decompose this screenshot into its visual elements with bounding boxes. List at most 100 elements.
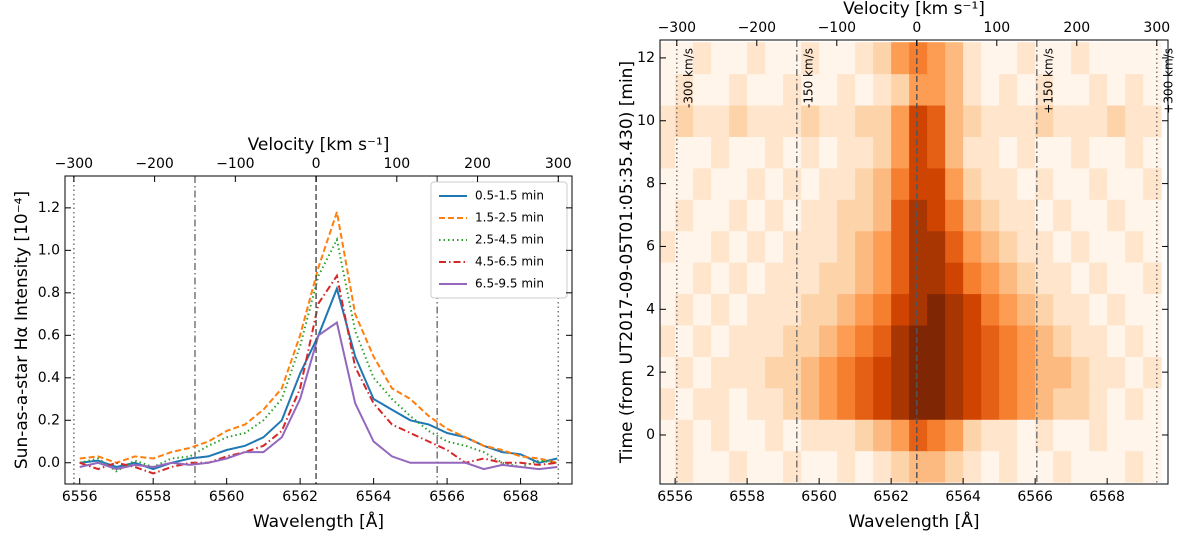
x-tick-label: 6564 [945,489,981,505]
x-tick-label: 6560 [801,489,837,505]
heat-cell [783,262,802,295]
heat-cell [1017,419,1036,452]
heat-cell [1053,136,1072,169]
x2-tick-label: 300 [1143,20,1170,36]
heat-cell [747,230,766,263]
heat-cell [1017,230,1036,263]
heat-cell [891,105,910,137]
heat-cell [873,387,892,420]
y-tick-label: 0 [646,427,655,443]
heat-cell [999,136,1018,169]
axes-frame [659,39,1169,485]
heat-cell [945,450,964,483]
heat-cell [660,387,676,420]
heat-cell [1053,356,1072,389]
heat-cell [999,230,1018,263]
heat-cell [1053,199,1072,232]
y-axis-label: Time (from UT2017-09-05T01:05:35.430) [m… [617,61,637,464]
x2-tick-label: 300 [545,156,572,172]
x2-tick-label: −100 [818,20,856,36]
heat-cell [783,42,802,75]
heat-cell [1089,230,1108,263]
heat-cell [765,42,784,75]
heat-cell [981,105,1000,137]
heat-cell [1035,262,1054,295]
x-tick-label: 6558 [729,489,765,505]
heat-cell [729,105,748,137]
heat-cell [729,293,748,326]
y-tick-label: 0.4 [38,370,60,386]
heat-cell [1107,73,1126,106]
heat-cell [945,230,964,263]
heat-cell [1071,356,1090,389]
heat-cell [1017,42,1036,75]
heat-cell [660,450,676,483]
series-line [79,320,558,471]
heat-cell [1071,450,1090,483]
heat-cell [855,356,874,389]
heat-cell [1143,419,1162,452]
heat-cell [801,450,820,483]
series-line [79,273,558,475]
heat-cell [1071,387,1090,420]
heat-cell [855,42,874,75]
heat-cell [981,136,1000,169]
heat-cell [999,199,1018,232]
heat-cell [1017,293,1036,326]
x2-tick-label: 200 [1063,20,1090,36]
heat-cell [873,167,892,200]
heat-cell [765,105,784,137]
heat-cell [1053,419,1072,452]
heat-cell [711,356,730,389]
heat-cell [927,73,946,106]
heat-cell [873,356,892,389]
heat-cell [981,42,1000,75]
heat-cell [675,199,694,232]
heat-cell [675,387,694,420]
heat-cell [1125,293,1144,326]
y-tick-label: 0.6 [38,327,60,343]
series-line [79,211,558,464]
heat-cell [747,167,766,200]
heat-cell [801,293,820,326]
heat-cell [1089,105,1108,137]
heat-cell [711,105,730,137]
heat-cell [855,136,874,169]
heat-cell [1035,167,1054,200]
heat-cell [675,293,694,326]
heat-cell [1035,293,1054,326]
heat-cell [1017,356,1036,389]
y-tick-label: 10 [637,113,655,129]
heat-cell [693,387,712,420]
heat-cell [675,450,694,483]
heat-cell [801,73,820,106]
heat-cell [693,293,712,326]
heat-cell [891,262,910,295]
heat-cell [999,356,1018,389]
legend-box [430,181,568,299]
heat-cell [1107,230,1126,263]
heat-cell [855,387,874,420]
heat-cell [693,73,712,106]
x2-tick-label: −200 [738,20,776,36]
heat-cell [1143,325,1162,357]
heat-cell [1107,419,1126,452]
heat-cell [909,42,928,75]
heat-cell [819,73,838,106]
heat-cell [711,230,730,263]
heat-cell [999,387,1018,420]
heat-cell [693,450,712,483]
heat-cell [693,419,712,452]
heat-cell [765,167,784,200]
heat-cell [801,356,820,389]
heat-cell [675,230,694,263]
legend-label: 6.5-9.5 min [475,277,544,291]
heat-cell [837,356,856,389]
reference-label: +150 km/s [1041,48,1055,114]
heat-cell [855,167,874,200]
heat-cell [729,136,748,169]
heat-cell [801,199,820,232]
y-tick-label: 8 [646,176,655,192]
heat-cell [1035,230,1054,263]
heat-cell [1143,105,1162,137]
